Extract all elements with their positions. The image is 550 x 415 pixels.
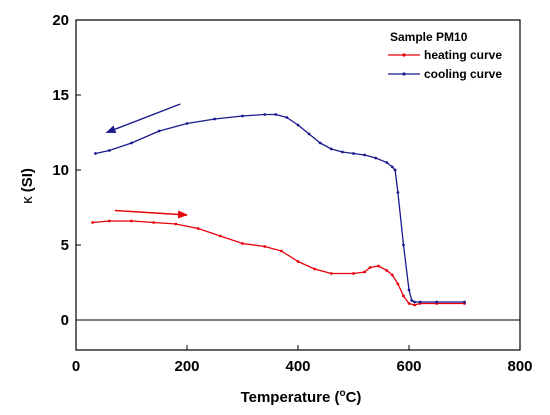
- data-point-heating: [263, 245, 267, 248]
- data-point-cooling: [94, 152, 97, 155]
- data-point-cooling: [307, 132, 311, 136]
- data-point-heating: [130, 219, 133, 223]
- arrow-cooling: [105, 103, 181, 134]
- x-tick-label: 600: [396, 358, 421, 375]
- data-point-cooling: [107, 149, 111, 152]
- data-point-cooling: [185, 122, 189, 125]
- data-point-cooling: [285, 116, 289, 119]
- data-point-heating: [396, 282, 400, 286]
- data-point-cooling: [352, 152, 355, 155]
- data-point-heating: [279, 249, 283, 253]
- legend-label-cooling: cooling curve: [424, 67, 502, 81]
- data-point-heating: [107, 219, 111, 223]
- data-point-cooling: [274, 113, 278, 116]
- data-point-cooling: [402, 243, 405, 247]
- data-point-heating: [174, 222, 178, 226]
- legend-marker-heating: [402, 53, 406, 57]
- data-point-heating: [413, 303, 416, 307]
- data-point-cooling: [374, 156, 378, 160]
- data-point-cooling: [318, 141, 322, 145]
- ticks-layer: 0 200 400 600 800 0 5 10 15 20: [52, 12, 532, 375]
- data-point-cooling: [385, 161, 389, 164]
- x-axis-title: Temperature (oC): [241, 388, 362, 406]
- data-point-cooling: [390, 165, 394, 169]
- series-line-cooling: [95, 113, 465, 303]
- legend-marker-cooling: [402, 72, 406, 76]
- plot-frame: [75, 19, 521, 351]
- data-point-cooling: [157, 129, 161, 133]
- y-tick-label: 0: [61, 312, 69, 329]
- x-tick-label: 0: [72, 358, 80, 375]
- y-tick-label: 20: [52, 12, 69, 29]
- data-point-heating: [313, 267, 317, 271]
- data-point-heating: [296, 260, 300, 263]
- data-point-heating: [152, 221, 156, 224]
- data-point-heating: [368, 266, 372, 269]
- data-point-cooling: [241, 114, 244, 118]
- data-point-heating: [385, 269, 389, 272]
- data-point-heating: [402, 294, 405, 298]
- data-point-heating: [377, 264, 380, 268]
- x-axis-title-degree: o: [339, 388, 345, 399]
- data-point-cooling: [435, 300, 439, 304]
- x-tick-label: 200: [174, 358, 199, 375]
- data-point-cooling: [263, 113, 267, 116]
- data-point-cooling: [329, 147, 333, 151]
- y-tick-label: 10: [52, 162, 69, 179]
- data-point-cooling: [407, 288, 411, 292]
- data-point-cooling: [213, 117, 217, 121]
- series-line-heating: [92, 220, 465, 306]
- data-point-heating: [329, 272, 333, 275]
- y-axis-title: κ (SI): [19, 168, 36, 204]
- data-point-heating: [390, 273, 394, 277]
- data-point-cooling: [396, 191, 400, 194]
- legend: Sample PM10 heating curve cooling curve: [388, 30, 502, 81]
- data-point-heating: [196, 227, 200, 230]
- data-point-heating: [91, 221, 95, 224]
- annotation-layer: [105, 103, 188, 219]
- series-layer: [91, 113, 466, 307]
- data-point-cooling: [410, 299, 414, 302]
- data-point-heating: [241, 242, 244, 245]
- data-point-cooling: [363, 153, 366, 157]
- data-point-cooling: [463, 300, 466, 304]
- y-tick-label: 5: [61, 237, 69, 254]
- data-point-cooling: [413, 300, 416, 304]
- data-point-heating: [352, 272, 355, 275]
- legend-label-heating: heating curve: [424, 48, 502, 62]
- data-point-cooling: [130, 141, 133, 145]
- x-tick-label: 400: [285, 358, 310, 375]
- data-point-cooling: [418, 300, 422, 304]
- y-tick-label: 15: [52, 87, 69, 104]
- arrow-heating: [114, 209, 188, 219]
- data-point-heating: [363, 270, 366, 274]
- data-point-heating: [407, 302, 411, 305]
- data-point-heating: [218, 234, 222, 238]
- data-point-cooling: [341, 150, 344, 154]
- legend-title: Sample PM10: [390, 30, 468, 44]
- data-point-cooling: [393, 168, 397, 172]
- data-point-cooling: [296, 123, 300, 127]
- x-tick-label: 800: [507, 358, 532, 375]
